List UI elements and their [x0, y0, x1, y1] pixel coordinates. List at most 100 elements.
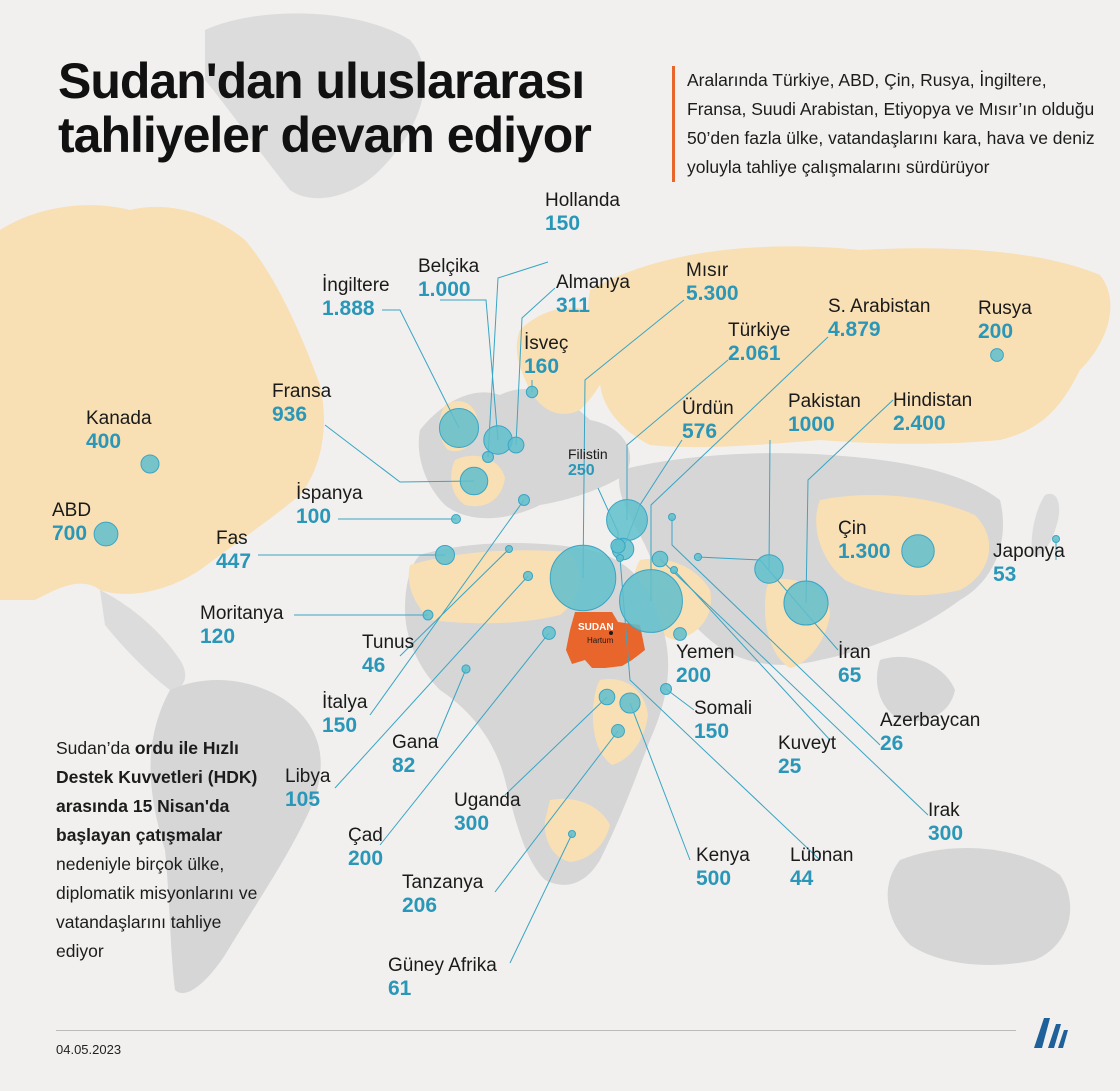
country-value: 1.000 [418, 277, 471, 301]
country-name: Gana [392, 732, 439, 753]
country-value: 400 [86, 429, 122, 453]
country-name: Ürdün [682, 398, 734, 419]
land-russia [588, 246, 1111, 448]
bubble-kanada [140, 454, 160, 474]
country-label-japonya: Japonya 53 [993, 541, 1065, 587]
country-value: 160 [524, 354, 560, 378]
country-label-türkiye: Türkiye 2.061 [728, 320, 790, 366]
country-label-güney-afrika: Güney Afrika 61 [388, 955, 497, 1001]
country-label-tanzanya: Tanzanya 206 [402, 872, 483, 918]
country-name: Uganda [454, 790, 521, 811]
country-label-pakistan: Pakistan 1000 [788, 391, 861, 437]
country-name: Tanzanya [402, 872, 484, 893]
bubble-irak [651, 550, 669, 568]
country-value: 300 [928, 821, 964, 845]
country-name: Çin [838, 518, 867, 539]
country-name: Moritanya [200, 603, 284, 624]
country-label-almanya: Almanya 311 [556, 272, 630, 318]
country-label-çin: Çin 1.300 [838, 518, 891, 564]
bubble-hollanda [481, 450, 495, 464]
side-note-bold: ordu ile Hızlı Destek Kuvvetleri (HDK) a… [56, 738, 258, 845]
country-name: İran [838, 642, 871, 663]
country-value: 61 [388, 976, 412, 1000]
country-label-i-sveç: İsveç 160 [524, 333, 568, 379]
country-name: Azerbaycan [880, 710, 981, 731]
bubble-fransa [459, 466, 489, 496]
bubble-çad [542, 626, 556, 640]
bubble-çin [901, 534, 935, 568]
country-name: İtalya [322, 692, 368, 713]
leader-line-çad [379, 632, 550, 846]
leader-line-libya [334, 575, 529, 789]
leader-line-türkiye [626, 359, 729, 520]
bubble-fas [434, 544, 456, 566]
country-label-kanada: Kanada 400 [86, 408, 152, 454]
country-label-i-talya: İtalya 150 [322, 692, 367, 738]
bubble-i-ran [693, 552, 703, 562]
country-label-azerbaycan: Azerbaycan 26 [880, 710, 980, 756]
country-label-gana: Gana 82 [392, 732, 438, 778]
country-name: Kenya [696, 845, 750, 866]
country-name: Pakistan [788, 391, 861, 412]
country-value: 120 [200, 624, 236, 648]
land-greenland [205, 13, 425, 199]
page-title: Sudan'dan uluslararası tahliyeler devam … [58, 53, 592, 163]
hartum-label: Hartum [587, 636, 614, 645]
country-name: Tunus [362, 632, 415, 653]
bubble-uganda [598, 688, 616, 706]
bubble-tunus [505, 545, 513, 553]
country-label-tunus: Tunus 46 [362, 632, 414, 678]
country-label-i-spanya: İspanya 100 [296, 483, 363, 529]
bubbles [93, 348, 1060, 839]
aa-logo-icon [1034, 1018, 1068, 1048]
country-value: 100 [296, 504, 332, 528]
country-value: 2.400 [893, 411, 946, 435]
country-name: Somali [694, 698, 753, 719]
bubble-güney-afrika [567, 829, 577, 839]
country-name: Fransa [272, 381, 332, 402]
land-se-asia [876, 656, 955, 722]
country-name: Güney Afrika [388, 955, 497, 976]
land-japan [1031, 493, 1060, 556]
leader-line-i-ngiltere [382, 309, 460, 429]
country-label-rusya: Rusya 200 [978, 298, 1032, 344]
country-name: Hindistan [893, 390, 973, 411]
bubble-kenya [619, 692, 641, 714]
leader-line-hindistan [805, 399, 894, 604]
footer-divider [56, 1030, 1016, 1031]
country-value: 447 [216, 549, 252, 573]
land-south-america [150, 679, 321, 994]
country-value: 576 [682, 419, 718, 443]
bubble-lübnan [616, 554, 624, 562]
bubble-somali [659, 682, 673, 696]
country-name: Almanya [556, 272, 630, 293]
country-label-abd: ABD 700 [52, 500, 91, 546]
country-name: Çad [348, 825, 383, 846]
country-label-belçika: Belçika 1.000 [418, 256, 479, 302]
bubble-yemen [673, 627, 687, 641]
country-label-lübnan: Lübnan 44 [790, 845, 853, 891]
country-value: 25 [778, 754, 802, 778]
bubble-japonya [1052, 535, 1060, 543]
country-name: İspanya [296, 483, 363, 504]
sudan-label: SUDAN [578, 622, 614, 633]
land-australia [887, 848, 1071, 965]
country-name: Irak [928, 800, 960, 821]
bubble-moritanya [422, 609, 434, 621]
country-name: Mısır [686, 260, 729, 281]
country-name: Türkiye [728, 320, 791, 341]
bubble-azerbaycan [668, 513, 676, 521]
country-label-mısır: Mısır 5.300 [686, 260, 739, 306]
country-value: 200 [978, 319, 1014, 343]
date-label: 04.05.2023 [56, 1042, 122, 1057]
bubble-rusya [990, 348, 1004, 362]
bubble-türkiye [606, 499, 648, 541]
country-value: 700 [52, 521, 88, 545]
leader-line-pakistan [768, 439, 771, 570]
side-note-part1: Sudan’da [56, 738, 135, 758]
leader-line-kenya [629, 702, 691, 861]
leader-line-güney-afrika [509, 833, 573, 964]
country-label-kenya: Kenya 500 [696, 845, 750, 891]
bubble-i-spanya [451, 514, 461, 524]
leader-line-irak [659, 558, 929, 816]
